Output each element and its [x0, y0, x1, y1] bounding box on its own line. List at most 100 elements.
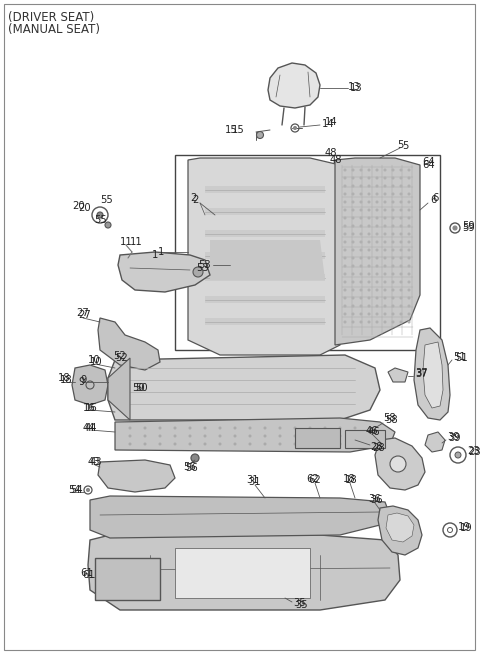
- Circle shape: [360, 272, 362, 276]
- Circle shape: [408, 248, 410, 252]
- Circle shape: [351, 288, 355, 291]
- Circle shape: [384, 217, 386, 219]
- Circle shape: [324, 426, 326, 430]
- Circle shape: [368, 297, 371, 299]
- Circle shape: [344, 200, 347, 204]
- Text: 59: 59: [462, 221, 475, 231]
- Circle shape: [256, 132, 264, 138]
- Text: 43: 43: [90, 457, 103, 467]
- Circle shape: [384, 297, 386, 299]
- Circle shape: [384, 193, 386, 195]
- Text: 52: 52: [115, 353, 128, 363]
- Text: 46: 46: [366, 426, 379, 436]
- Circle shape: [144, 426, 146, 430]
- Polygon shape: [108, 355, 380, 420]
- Circle shape: [375, 233, 379, 236]
- Polygon shape: [205, 230, 325, 237]
- Circle shape: [351, 200, 355, 204]
- Polygon shape: [90, 496, 390, 538]
- Circle shape: [384, 257, 386, 259]
- Circle shape: [189, 426, 192, 430]
- Circle shape: [144, 434, 146, 438]
- Circle shape: [384, 312, 386, 316]
- Text: 53: 53: [198, 260, 211, 270]
- Text: 28: 28: [372, 443, 384, 453]
- Circle shape: [392, 320, 395, 324]
- Circle shape: [351, 280, 355, 284]
- Circle shape: [344, 257, 347, 259]
- Polygon shape: [205, 252, 325, 259]
- Circle shape: [360, 185, 362, 187]
- Polygon shape: [118, 252, 210, 292]
- Circle shape: [344, 320, 347, 324]
- Circle shape: [360, 312, 362, 316]
- Circle shape: [360, 248, 362, 252]
- Text: 19: 19: [458, 522, 471, 532]
- Circle shape: [384, 233, 386, 236]
- Circle shape: [129, 426, 132, 430]
- Circle shape: [392, 248, 395, 252]
- Circle shape: [351, 312, 355, 316]
- Circle shape: [351, 176, 355, 179]
- Circle shape: [384, 168, 386, 172]
- Circle shape: [408, 320, 410, 324]
- Circle shape: [218, 426, 221, 430]
- Circle shape: [351, 240, 355, 244]
- Circle shape: [384, 288, 386, 291]
- Circle shape: [399, 320, 403, 324]
- Circle shape: [344, 305, 347, 307]
- Circle shape: [384, 208, 386, 212]
- Circle shape: [392, 257, 395, 259]
- Text: 11: 11: [130, 237, 143, 247]
- Circle shape: [264, 426, 266, 430]
- Circle shape: [375, 320, 379, 324]
- Circle shape: [375, 208, 379, 212]
- Text: 10: 10: [90, 357, 103, 367]
- Circle shape: [369, 443, 372, 445]
- Circle shape: [218, 443, 221, 445]
- Text: 55: 55: [100, 195, 113, 205]
- Text: 54: 54: [70, 485, 83, 495]
- Circle shape: [375, 200, 379, 204]
- Circle shape: [408, 297, 410, 299]
- Polygon shape: [98, 318, 160, 370]
- Circle shape: [375, 288, 379, 291]
- Circle shape: [399, 200, 403, 204]
- Text: 48: 48: [325, 148, 337, 158]
- Polygon shape: [188, 158, 340, 355]
- Circle shape: [408, 200, 410, 204]
- Circle shape: [408, 225, 410, 227]
- Circle shape: [375, 176, 379, 179]
- Circle shape: [353, 443, 357, 445]
- Circle shape: [249, 434, 252, 438]
- Polygon shape: [88, 535, 400, 610]
- Circle shape: [392, 217, 395, 219]
- Circle shape: [392, 305, 395, 307]
- Text: 36: 36: [370, 495, 383, 505]
- Circle shape: [129, 443, 132, 445]
- Circle shape: [97, 212, 103, 218]
- Bar: [95, 558, 160, 600]
- Polygon shape: [205, 186, 325, 193]
- Polygon shape: [388, 368, 408, 382]
- Circle shape: [384, 225, 386, 227]
- Polygon shape: [378, 506, 422, 555]
- Circle shape: [351, 168, 355, 172]
- Text: 13: 13: [350, 83, 362, 93]
- Circle shape: [353, 426, 357, 430]
- Text: 6: 6: [430, 195, 436, 205]
- Polygon shape: [115, 418, 395, 452]
- Circle shape: [360, 280, 362, 284]
- Circle shape: [368, 288, 371, 291]
- Circle shape: [360, 240, 362, 244]
- Circle shape: [218, 434, 221, 438]
- Circle shape: [375, 312, 379, 316]
- Circle shape: [293, 426, 297, 430]
- Circle shape: [360, 257, 362, 259]
- Circle shape: [189, 443, 192, 445]
- Circle shape: [324, 434, 326, 438]
- Text: 20: 20: [78, 203, 91, 213]
- Text: 15: 15: [232, 125, 245, 135]
- Circle shape: [368, 225, 371, 227]
- Circle shape: [158, 443, 161, 445]
